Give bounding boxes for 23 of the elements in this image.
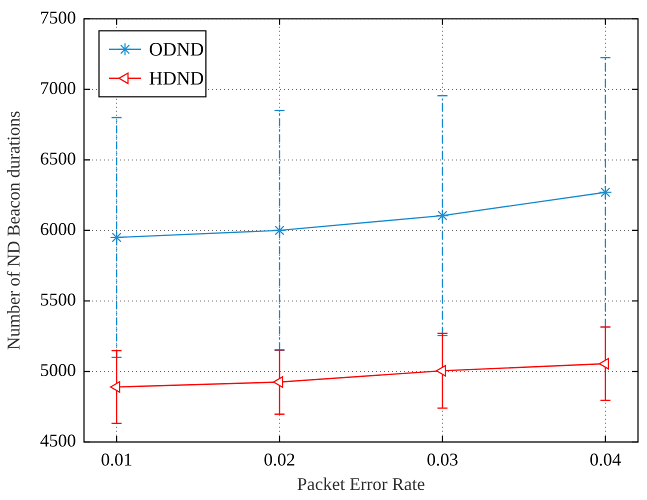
point <box>110 381 120 393</box>
point <box>272 224 286 237</box>
y-tick-label: 5500 <box>40 290 76 310</box>
legend-label: ODND <box>149 39 204 60</box>
point <box>598 358 610 370</box>
legend-label: HDND <box>149 68 204 90</box>
point <box>110 230 124 244</box>
y-tick-label: 7000 <box>40 78 76 98</box>
point <box>598 186 612 199</box>
y-tick-label: 5000 <box>40 360 76 380</box>
y-tick-label: 4500 <box>40 430 76 451</box>
y-tick-label: 6500 <box>40 148 76 169</box>
x-tick-label: 0.02 <box>264 450 296 470</box>
x-tick-label: 0.03 <box>426 450 458 470</box>
point <box>436 364 446 377</box>
y-axis-title: Number of ND Beacon durations <box>4 110 24 350</box>
point <box>272 376 284 388</box>
x-tick-label: 0.01 <box>100 450 132 470</box>
point <box>436 208 450 222</box>
x-axis-title: Packet Error Rate <box>297 474 425 494</box>
y-tick-label: 6000 <box>40 219 76 240</box>
x-tick-label: 0.04 <box>590 450 622 470</box>
y-tick-label: 7500 <box>40 8 76 28</box>
